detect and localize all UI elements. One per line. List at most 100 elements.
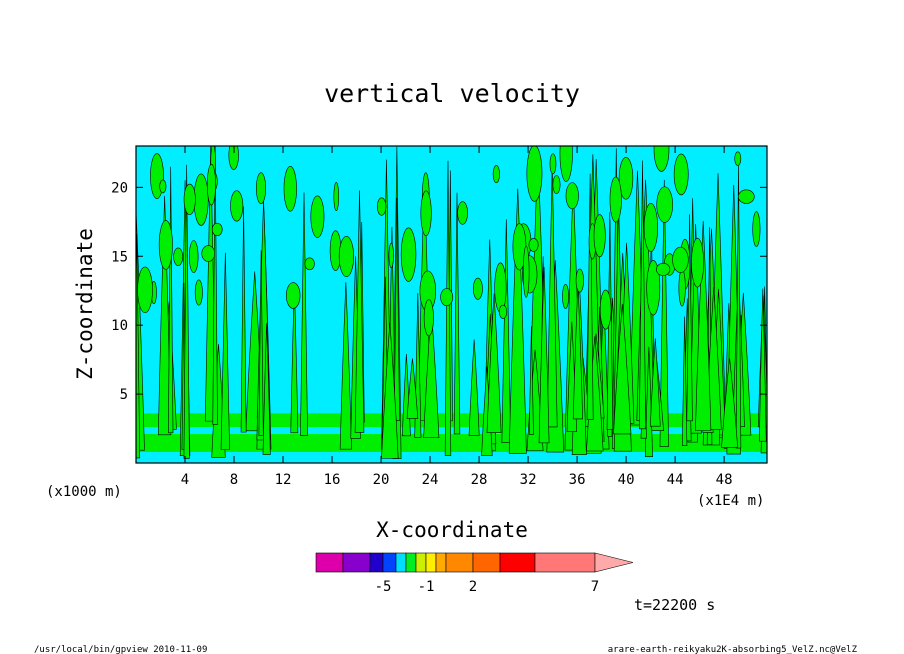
field-blob (691, 237, 704, 288)
field-blob (575, 268, 584, 293)
plot-area (135, 145, 768, 464)
colorbar-tick-label: 2 (469, 579, 477, 595)
colorbar (315, 552, 634, 573)
x-axis-label: X-coordinate (376, 518, 528, 542)
field-plume (354, 190, 365, 433)
field-blob (528, 238, 539, 252)
field-blob (552, 175, 561, 195)
field-blob (201, 245, 216, 262)
field-blob (286, 282, 301, 309)
y-tick-label: 10 (111, 318, 128, 334)
colorbar-ticks: -5 -1 2 7 (375, 579, 600, 595)
x-unit-left: (x1000 m) (46, 484, 122, 500)
field-blob (522, 245, 530, 298)
field-plume (183, 164, 190, 459)
field-blob (283, 165, 297, 212)
field-blob (159, 179, 167, 194)
field-plume (481, 366, 493, 457)
colorbar-segment (382, 552, 397, 573)
field-plume (686, 214, 693, 422)
colorbar-tick-label: -5 (375, 579, 392, 595)
colorbar-segment (445, 552, 474, 573)
field-layer (136, 434, 767, 452)
field-blob (420, 190, 432, 237)
field-plume (168, 166, 174, 434)
field-blob (173, 247, 184, 266)
field-plume (486, 293, 502, 433)
field-blob (734, 151, 742, 166)
field-plume (300, 192, 308, 436)
y-tick-label: 15 (111, 249, 128, 265)
colorbar-segment (499, 552, 536, 573)
field-blob (559, 146, 573, 182)
x-tick-label: 20 (373, 472, 390, 488)
time-label: t=22200 s (634, 596, 715, 614)
colorbar-tick-label: -1 (418, 579, 435, 595)
field-blob (646, 260, 661, 316)
colorbar-segment (405, 552, 417, 573)
y-axis-label: Z-coordinate (73, 228, 97, 380)
field-blob (304, 257, 315, 271)
x-tick-label: 48 (716, 472, 733, 488)
field-blob (672, 246, 689, 273)
colorbar-segment (395, 552, 407, 573)
field-plume (606, 219, 614, 430)
field-blob (457, 201, 468, 225)
field-plume (468, 339, 480, 436)
field-blob (333, 182, 340, 211)
field-blob (678, 269, 686, 307)
colorbar-segment (369, 552, 384, 573)
field-blob (206, 163, 216, 206)
x-tick-label: 4 (181, 472, 189, 488)
field-blob (656, 186, 673, 223)
chart-title: vertical velocity (324, 79, 580, 108)
field-blob (230, 190, 244, 222)
colorbar-segment (435, 552, 447, 573)
field-blob (440, 288, 454, 307)
colorbar-tick-label: 7 (591, 579, 599, 595)
field-plume (721, 358, 739, 448)
colorbar-segment (315, 552, 344, 573)
field-blob (492, 165, 500, 184)
field-blob (194, 279, 203, 306)
field-plume (613, 303, 632, 435)
x-tick-label: 32 (520, 472, 537, 488)
field-blob (228, 146, 239, 170)
field-blob (188, 240, 199, 273)
field-blob (376, 197, 387, 216)
field-plume (453, 192, 461, 435)
field-blob (599, 289, 612, 330)
field-plume (381, 322, 399, 459)
colorbar-segment (534, 552, 596, 573)
field-plume (538, 266, 550, 444)
colorbar-segment (425, 552, 437, 573)
field-blob (193, 173, 209, 226)
colorbar-arrow (594, 552, 634, 573)
field-blob (673, 153, 689, 196)
field-plume (682, 316, 688, 447)
plot-frame (135, 145, 768, 464)
field-blob (211, 222, 223, 237)
field-plume (501, 219, 512, 443)
field-plume (586, 173, 594, 420)
field-blob (472, 277, 483, 300)
colorbar-segment (472, 552, 501, 573)
field-plume (240, 206, 247, 433)
field-plume (508, 188, 527, 454)
field-blob (549, 153, 557, 175)
x-tick-label: 28 (471, 472, 488, 488)
x-tick-label: 16 (324, 472, 341, 488)
field-plume (262, 323, 271, 455)
y-tick-label: 5 (120, 387, 128, 403)
x-tick-label: 44 (667, 472, 684, 488)
field-plume (220, 252, 230, 450)
field-blob (498, 304, 508, 319)
x-tick-label: 24 (422, 472, 439, 488)
field-blob (338, 236, 354, 278)
field-plume (695, 220, 712, 431)
field-blob (565, 182, 579, 210)
x-unit-right: (x1E4 m) (697, 493, 764, 509)
field-plume (258, 250, 264, 437)
field-plume (659, 179, 669, 447)
